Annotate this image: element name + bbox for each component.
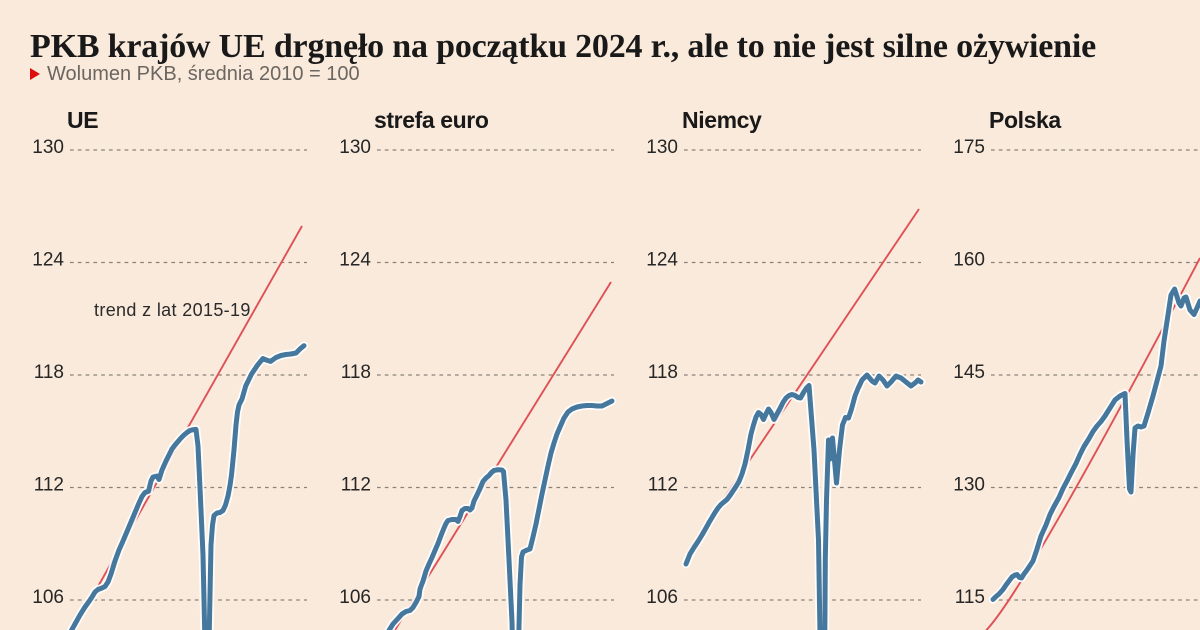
svg-text:UE: UE	[67, 107, 98, 133]
svg-text:160: 160	[953, 250, 985, 271]
svg-text:Niemcy: Niemcy	[682, 107, 762, 133]
svg-text:106: 106	[32, 587, 64, 608]
svg-text:130: 130	[953, 475, 985, 496]
svg-text:130: 130	[646, 137, 678, 158]
svg-text:118: 118	[34, 362, 64, 383]
svg-text:118: 118	[341, 362, 371, 383]
svg-text:124: 124	[32, 250, 64, 271]
svg-text:106: 106	[646, 587, 678, 608]
svg-text:112: 112	[648, 475, 678, 496]
svg-text:124: 124	[339, 250, 371, 271]
svg-text:Polska: Polska	[989, 107, 1061, 133]
svg-text:112: 112	[34, 475, 64, 496]
svg-text:145: 145	[953, 362, 985, 383]
svg-text:112: 112	[341, 475, 371, 496]
svg-text:130: 130	[339, 137, 371, 158]
svg-text:130: 130	[32, 137, 64, 158]
svg-text:124: 124	[646, 250, 678, 271]
svg-text:175: 175	[953, 137, 985, 158]
svg-text:strefa euro: strefa euro	[374, 107, 489, 133]
svg-text:106: 106	[339, 587, 371, 608]
svg-text:118: 118	[648, 362, 678, 383]
svg-text:trend z lat 2015-19: trend z lat 2015-19	[94, 300, 251, 320]
svg-text:115: 115	[955, 587, 985, 608]
